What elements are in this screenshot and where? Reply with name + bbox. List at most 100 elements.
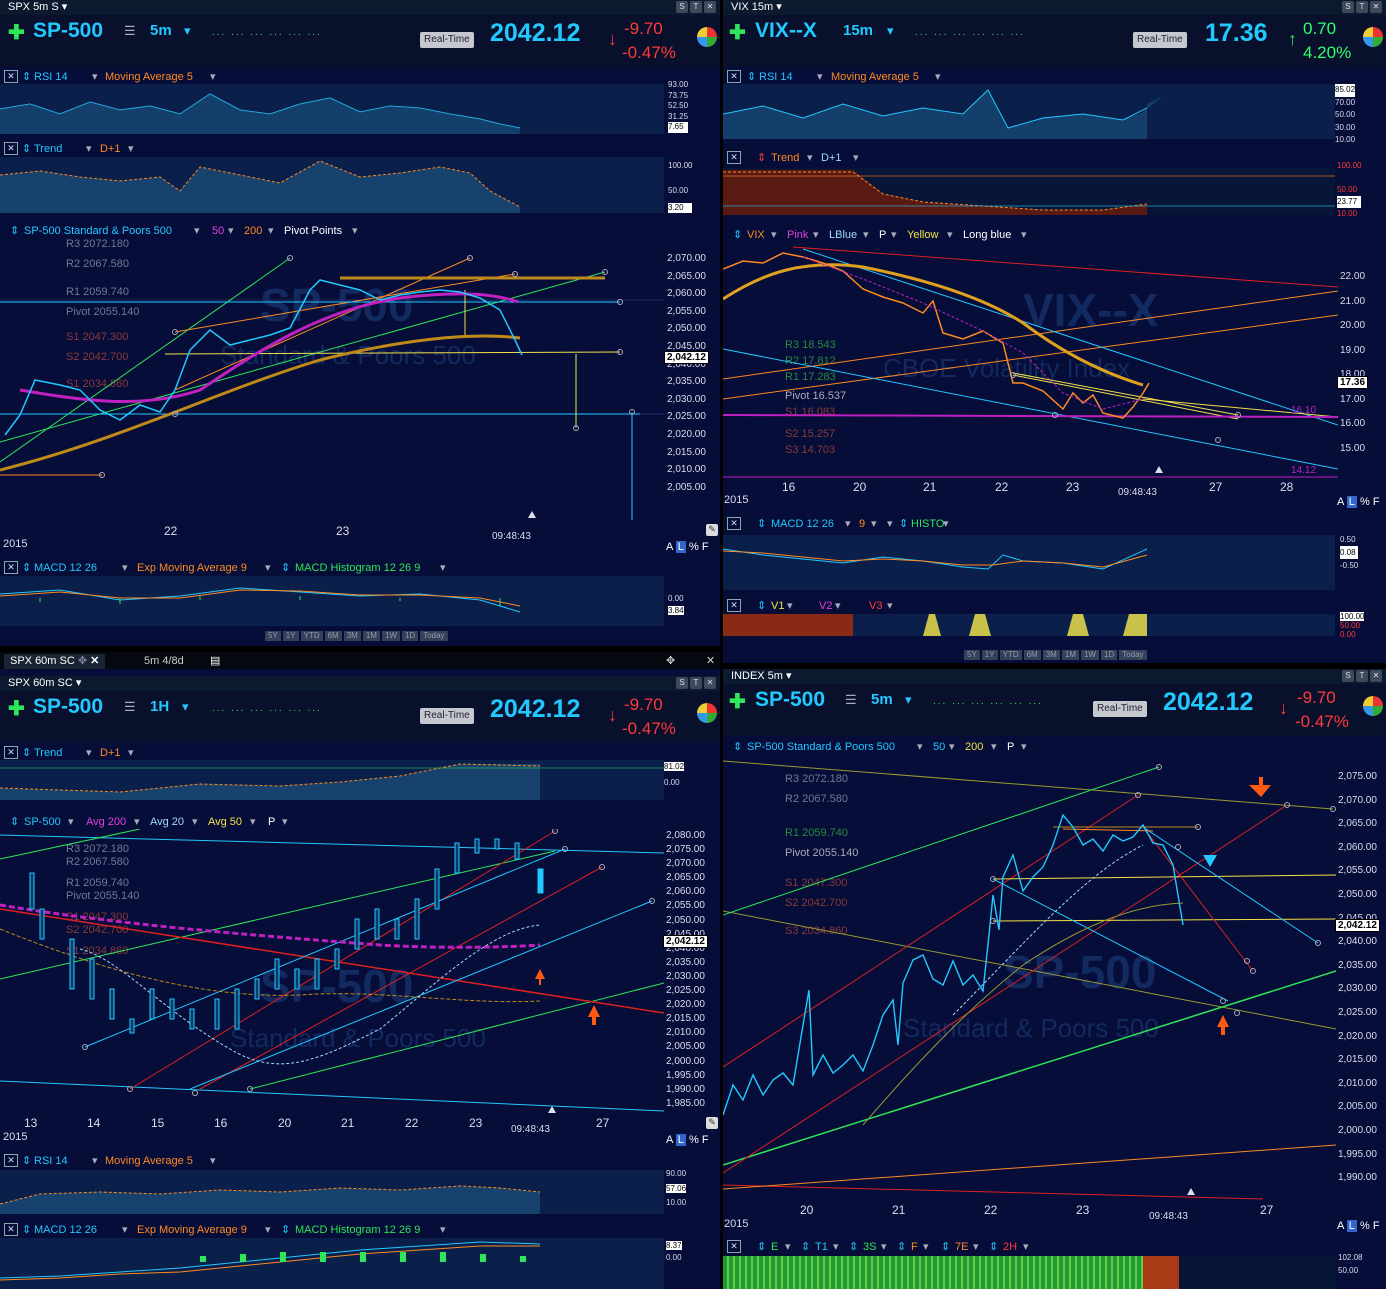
zoom-6m[interactable]: 6M	[324, 631, 342, 641]
trend-sub-label[interactable]: D+1	[100, 747, 121, 759]
sp500-label[interactable]: SP-500	[24, 816, 61, 828]
p-label[interactable]: P	[879, 229, 887, 241]
zoom-6m[interactable]: 6M	[1023, 650, 1041, 660]
zoom-1y[interactable]: 1Y	[282, 631, 299, 641]
color-wheel-icon[interactable]	[697, 27, 717, 47]
close-icon[interactable]: ✕	[704, 677, 716, 689]
ema-label[interactable]: Exp Moving Average 9	[137, 562, 247, 574]
window-title[interactable]: SPX 5m S ▾ S T ✕	[0, 0, 720, 15]
zoom-1m[interactable]: 1M	[1061, 650, 1079, 660]
avg200-label[interactable]: Avg 200	[86, 816, 127, 828]
watchlist-icon[interactable]: ☰	[124, 23, 136, 38]
interval-dropdown-icon[interactable]: ▾	[182, 699, 189, 714]
avg20-label[interactable]: Avg 20	[150, 816, 185, 828]
close-study-icon[interactable]: ✕	[4, 1223, 18, 1236]
study-options-icon[interactable]: ⇕	[757, 518, 767, 530]
watchlist-icon[interactable]: ☰	[845, 692, 857, 707]
p-label[interactable]: P	[268, 816, 276, 828]
study-options-icon[interactable]: ⇕	[899, 518, 909, 530]
close-icon[interactable]: ✕	[1370, 670, 1382, 682]
macd-label[interactable]: MACD 12 26	[771, 518, 834, 530]
color-wheel-icon[interactable]	[1363, 696, 1383, 716]
zoom-today[interactable]: Today	[420, 631, 448, 641]
color-wheel-icon[interactable]	[1363, 27, 1383, 47]
symbol-field[interactable]: SP-500	[755, 688, 826, 711]
interval-selector[interactable]: 5m	[871, 691, 893, 708]
main-label[interactable]: SP-500 Standard & Poors 500	[24, 225, 172, 237]
study-options-icon[interactable]: ⇕	[10, 816, 20, 828]
trend-sub-label[interactable]: D+1	[100, 143, 121, 155]
long-blue-label[interactable]: Long blue	[963, 229, 1012, 241]
t1-label[interactable]: T1	[815, 1241, 828, 1253]
macd-label[interactable]: MACD 12 26	[34, 1224, 97, 1236]
trend-label[interactable]: Trend	[771, 152, 800, 164]
price-chart[interactable]: SP-500 Standard & Poors 500 R3 2072.180 R…	[0, 829, 664, 1121]
close-study-icon[interactable]: ✕	[4, 142, 18, 155]
ema-label[interactable]: Exp Moving Average 9	[137, 1224, 247, 1236]
color-wheel-icon[interactable]	[697, 703, 717, 723]
trend-label[interactable]: Trend	[34, 143, 63, 155]
study-options-icon[interactable]: ⇕	[22, 143, 32, 155]
price-chart[interactable]: SP-500 Standard & Poors 500 R3 2072.180 R…	[723, 755, 1336, 1205]
rsi-label[interactable]: RSI 14	[759, 71, 793, 83]
realtime-badge[interactable]: Real-Time	[1133, 32, 1187, 48]
zoom-1d[interactable]: 1D	[1100, 650, 1118, 660]
window-title[interactable]: SPX 60m SC ▾ S T ✕	[0, 676, 720, 691]
text-icon[interactable]: T	[1356, 1, 1368, 13]
rsi-label[interactable]: RSI 14	[34, 71, 68, 83]
v1-label[interactable]: V1	[771, 600, 785, 612]
zoom-5y[interactable]: 5Y	[265, 631, 281, 641]
zoom-ytd[interactable]: YTD	[300, 631, 323, 641]
study-options-icon[interactable]: ⇕	[22, 562, 32, 574]
tab-spx-60m[interactable]: SPX 60m SC ✥ ✕	[4, 654, 106, 669]
study-options-icon[interactable]: ⇕	[941, 1241, 951, 1253]
tab-5m[interactable]: 5m 4/8d	[144, 655, 184, 667]
symbol-field[interactable]: VIX--X	[755, 19, 817, 42]
close-icon[interactable]: ✕	[704, 1, 716, 13]
close-study-icon[interactable]: ✕	[4, 1154, 18, 1167]
text-icon[interactable]: T	[690, 677, 702, 689]
avg50-label[interactable]: Avg 50	[208, 816, 243, 828]
draw-tool-icon[interactable]: ✎	[706, 1117, 718, 1129]
move-icon[interactable]: ✥	[666, 655, 676, 667]
close-study-icon[interactable]: ✕	[727, 1240, 741, 1253]
vix-label[interactable]: VIX	[747, 229, 765, 241]
zoom-1w[interactable]: 1W	[381, 631, 400, 641]
rsi-label[interactable]: RSI 14	[34, 1155, 68, 1167]
close-study-icon[interactable]: ✕	[727, 517, 741, 530]
close-study-icon[interactable]: ✕	[727, 70, 741, 83]
add-symbol-icon[interactable]: ✚	[8, 22, 25, 44]
main-label[interactable]: SP-500 Standard & Poors 500	[747, 741, 895, 753]
study-options-icon[interactable]: ⇕	[897, 1241, 907, 1253]
zoom-3m[interactable]: 3M	[343, 631, 361, 641]
window-title[interactable]: VIX 15m ▾ S T ✕	[723, 0, 1386, 15]
pivot-points-label[interactable]: Pivot Points	[284, 225, 343, 237]
text-icon[interactable]: T	[690, 1, 702, 13]
zoom-1y[interactable]: 1Y	[981, 650, 998, 660]
axis-mode-buttons[interactable]: A L % F	[1337, 1220, 1380, 1232]
e-label[interactable]: E	[771, 1241, 779, 1253]
interval-selector[interactable]: 15m	[843, 22, 874, 39]
trend-sub-label[interactable]: D+1	[821, 152, 842, 164]
study-options-icon[interactable]: ⇕	[849, 1241, 859, 1253]
macd-histogram-label[interactable]: MACD Histogram 12 26 9	[295, 1224, 421, 1236]
macd-label[interactable]: MACD 12 26	[34, 562, 97, 574]
7e-label[interactable]: 7E	[955, 1241, 969, 1253]
price-chart[interactable]: VIX--X CBOE Volatility Index R3 18.543 R2…	[723, 243, 1338, 481]
study-options-icon[interactable]: ⇕	[22, 71, 32, 83]
study-options-icon[interactable]: ⇕	[22, 1155, 32, 1167]
study-options-icon[interactable]: ⇕	[281, 562, 291, 574]
axis-mode-buttons[interactable]: A L % F	[666, 1134, 709, 1146]
macd-signal-label[interactable]: 9	[859, 518, 866, 530]
zoom-1m[interactable]: 1M	[362, 631, 380, 641]
lblue-label[interactable]: LBlue	[829, 229, 858, 241]
3s-label[interactable]: 3S	[863, 1241, 877, 1253]
watchlist-icon[interactable]: ☰	[124, 699, 136, 714]
histo-label[interactable]: HISTO	[911, 518, 945, 530]
zoom-1d[interactable]: 1D	[401, 631, 419, 641]
study-options-icon[interactable]: ⇕	[747, 71, 757, 83]
study-options-icon[interactable]: ⇕	[733, 741, 743, 753]
close-study-icon[interactable]: ✕	[4, 561, 18, 574]
ma50-label[interactable]: 50	[212, 225, 225, 237]
rsi-ma-label[interactable]: Moving Average 5	[831, 71, 919, 83]
